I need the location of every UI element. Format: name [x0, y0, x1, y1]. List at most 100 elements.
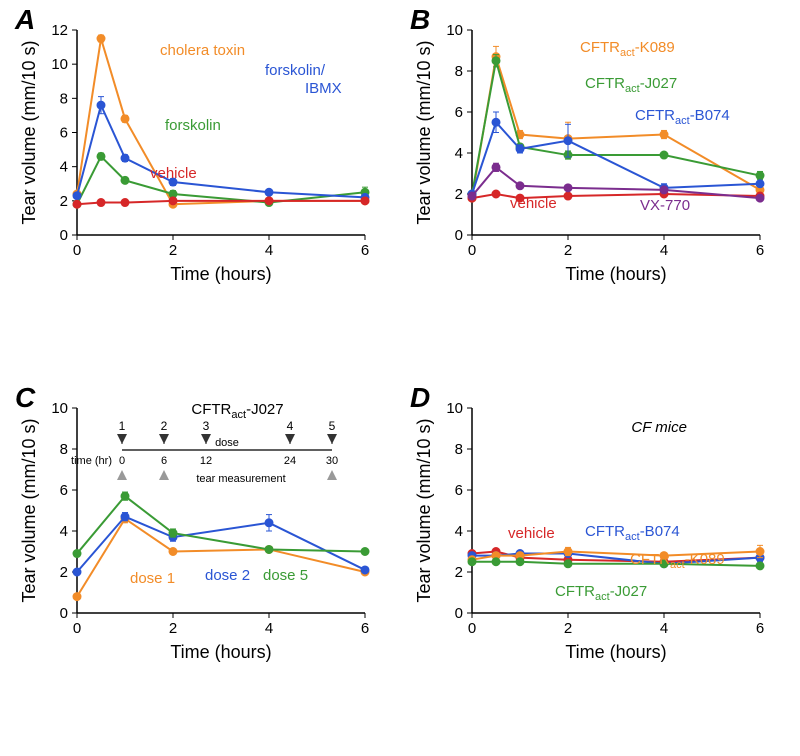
- series-marker-dose2: [73, 568, 81, 576]
- xtick-label: 6: [756, 620, 764, 637]
- panel-label-a: A: [15, 4, 35, 36]
- series-marker-dose5: [361, 548, 369, 556]
- panel-label-b: B: [410, 4, 430, 36]
- xtick-label: 2: [169, 242, 177, 259]
- inset-time-tick: 0: [119, 455, 125, 467]
- panel-b: 02468100246Tear volume (mm/10 s)Time (ho…: [414, 22, 764, 284]
- series-marker-ibmx: [265, 188, 273, 196]
- tear-arrow-icon: [159, 470, 169, 480]
- series-marker-ibmx: [73, 192, 81, 200]
- dose-number: 1: [119, 419, 126, 433]
- dose-number: 3: [203, 419, 210, 433]
- series-marker-vx770: [564, 184, 572, 192]
- series-label-ibmx2: IBMX: [305, 80, 342, 97]
- series-marker-vx770: [756, 194, 764, 202]
- series-label-dose2: dose 2: [205, 567, 250, 584]
- series-label-j027: CFTRact-J027: [585, 75, 677, 95]
- series-marker-vehicle: [121, 199, 129, 207]
- ytick-label: 10: [446, 22, 463, 39]
- series-marker-k089: [660, 131, 668, 139]
- series-label-k089: CFTRact-K089: [630, 551, 725, 571]
- ytick-label: 4: [455, 145, 463, 162]
- series-marker-dose1: [73, 593, 81, 601]
- series-label-ibmx: forskolin/: [265, 62, 326, 79]
- tear-arrow-icon: [117, 470, 127, 480]
- ytick-label: 8: [455, 441, 463, 458]
- ytick-label: 12: [51, 22, 68, 39]
- ytick-label: 4: [455, 523, 463, 540]
- series-line-ibmx: [77, 105, 365, 197]
- series-marker-forskolin: [97, 152, 105, 160]
- inset-time-label: time (hr): [71, 455, 112, 467]
- xtick-label: 4: [660, 620, 668, 637]
- ytick-label: 10: [446, 400, 463, 417]
- ylabel: Tear volume (mm/10 s): [19, 418, 39, 602]
- series-marker-k089: [564, 548, 572, 556]
- xlabel: Time (hours): [565, 264, 666, 284]
- ylabel: Tear volume (mm/10 s): [19, 40, 39, 224]
- xtick-label: 0: [73, 242, 81, 259]
- series-marker-dose5: [169, 529, 177, 537]
- xtick-label: 2: [564, 620, 572, 637]
- series-marker-forskolin: [121, 176, 129, 184]
- series-label-b074: CFTRact-B074: [585, 523, 680, 543]
- series-label-b074: CFTRact-B074: [635, 107, 730, 127]
- xtick-label: 6: [361, 242, 369, 259]
- panel-a: 0246810120246Tear volume (mm/10 s)Time (…: [19, 22, 369, 284]
- series-line-vx770: [472, 167, 760, 198]
- ytick-label: 10: [51, 400, 68, 417]
- series-label-vehicle: vehicle: [508, 525, 555, 542]
- ytick-label: 0: [60, 227, 68, 244]
- series-marker-vx770: [468, 192, 476, 200]
- ytick-label: 4: [60, 523, 68, 540]
- series-marker-vx770: [660, 186, 668, 194]
- series-marker-ibmx: [121, 154, 129, 162]
- series-marker-vx770: [492, 163, 500, 171]
- xlabel: Time (hours): [565, 642, 666, 662]
- xtick-label: 4: [660, 242, 668, 259]
- inset-dose-label: dose: [215, 437, 239, 449]
- series-marker-vehicle: [73, 200, 81, 208]
- ylabel: Tear volume (mm/10 s): [414, 40, 434, 224]
- ylabel: Tear volume (mm/10 s): [414, 418, 434, 602]
- panel-label-c: C: [15, 382, 35, 414]
- ytick-label: 2: [60, 564, 68, 581]
- series-marker-vehicle: [97, 199, 105, 207]
- series-marker-j027: [660, 151, 668, 159]
- series-marker-dose5: [121, 492, 129, 500]
- ytick-label: 6: [455, 104, 463, 121]
- series-marker-dose5: [265, 545, 273, 553]
- series-marker-j027: [756, 562, 764, 570]
- series-label-cholera: cholera toxin: [160, 42, 245, 59]
- series-label-vx770: VX-770: [640, 197, 690, 214]
- tear-arrow-icon: [327, 470, 337, 480]
- xtick-label: 6: [361, 620, 369, 637]
- xtick-label: 4: [265, 620, 273, 637]
- ytick-label: 8: [455, 63, 463, 80]
- xtick-label: 4: [265, 242, 273, 259]
- series-marker-dose5: [73, 550, 81, 558]
- series-marker-b074: [492, 118, 500, 126]
- xtick-label: 0: [468, 620, 476, 637]
- series-marker-vx770: [516, 182, 524, 190]
- ytick-label: 10: [51, 56, 68, 73]
- figure-root: A B C D 0246810120246Tear volume (mm/10 …: [0, 0, 800, 756]
- series-marker-b074: [564, 137, 572, 145]
- series-label-vehicle: vehicle: [150, 165, 197, 182]
- series-marker-vehicle: [564, 192, 572, 200]
- dose-number: 4: [287, 419, 294, 433]
- xtick-label: 2: [564, 242, 572, 259]
- dosing-inset: CFTRact-J0271026312424530time (hr)dosete…: [71, 401, 338, 485]
- inset-tear-label: tear measurement: [196, 473, 285, 485]
- inset-time-tick: 6: [161, 455, 167, 467]
- series-marker-j027: [516, 558, 524, 566]
- panel-label-d: D: [410, 382, 430, 414]
- dose-number: 2: [161, 419, 168, 433]
- dose-number: 5: [329, 419, 336, 433]
- series-marker-vehicle: [492, 190, 500, 198]
- series-marker-vehicle: [169, 197, 177, 205]
- xlabel: Time (hours): [170, 642, 271, 662]
- xtick-label: 0: [468, 242, 476, 259]
- series-marker-j027: [564, 560, 572, 568]
- inset-time-tick: 30: [326, 455, 338, 467]
